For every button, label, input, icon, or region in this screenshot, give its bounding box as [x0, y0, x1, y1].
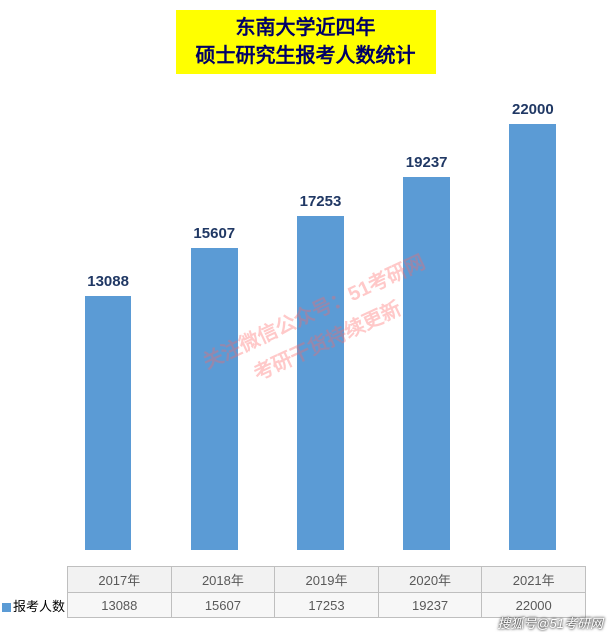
value-cell: 13088 [68, 593, 172, 618]
plot-area: 1308815607172531923722000 关注微信公众号：51考研网 … [55, 85, 586, 550]
bar-group: 13088 [55, 85, 161, 550]
bar-value-label: 17253 [300, 193, 342, 210]
bar [297, 216, 344, 550]
data-table: 2017年2018年2019年2020年2021年 报考人数 130881560… [0, 566, 586, 618]
title-line-1: 东南大学近四年 [196, 14, 416, 42]
bar [191, 248, 238, 550]
bar-value-label: 19237 [406, 154, 448, 171]
bar-group: 19237 [374, 85, 480, 550]
value-cell: 19237 [378, 593, 482, 618]
bar [509, 124, 556, 550]
value-cell: 15607 [171, 593, 275, 618]
bar-value-label: 22000 [512, 101, 554, 118]
category-cell: 2018年 [171, 567, 275, 593]
category-cell: 2020年 [378, 567, 482, 593]
chart-container: 东南大学近四年 硕士研究生报考人数统计 13088156071725319237… [0, 0, 611, 630]
category-cell: 2019年 [275, 567, 379, 593]
series-name: 报考人数 [13, 599, 65, 614]
bar-group: 15607 [161, 85, 267, 550]
chart-title: 东南大学近四年 硕士研究生报考人数统计 [176, 10, 436, 74]
bar-value-label: 15607 [193, 225, 235, 242]
bars-row: 13088 15607 17253 19237 22000 [55, 85, 586, 550]
title-line-2: 硕士研究生报考人数统计 [196, 42, 416, 70]
bar-group: 22000 [480, 85, 586, 550]
value-cell: 17253 [275, 593, 379, 618]
bar [403, 177, 450, 550]
category-cell: 2017年 [68, 567, 172, 593]
bar-value-label: 13088 [87, 273, 129, 290]
category-row: 2017年2018年2019年2020年2021年 [0, 567, 586, 593]
series-label-cell: 报考人数 [0, 593, 68, 618]
footer-watermark: 搜狐号@51考研网 [497, 613, 603, 632]
bar-group: 17253 [267, 85, 373, 550]
empty-header [0, 567, 68, 593]
legend-square-icon [2, 603, 11, 612]
bar [85, 296, 132, 550]
category-cell: 2021年 [482, 567, 586, 593]
